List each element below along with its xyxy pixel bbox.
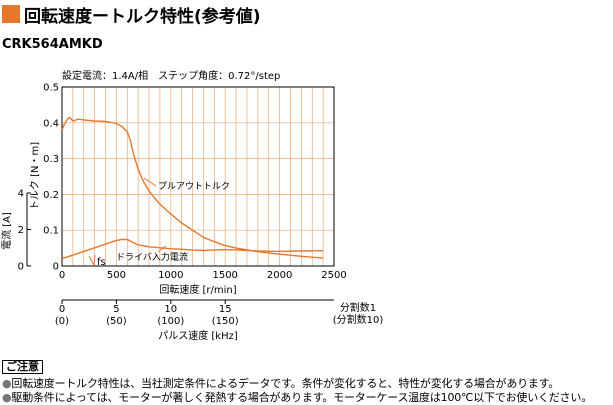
y-tick-label: 0.4	[43, 118, 59, 129]
pullout-torque-label: プルアウトトルク	[158, 181, 230, 192]
title-bar: 回転速度ートルク特性(参考値)	[0, 2, 261, 27]
x-tick-label: 2500	[321, 270, 346, 281]
x-axis-title: 回転速度 [r/min]	[159, 283, 236, 296]
model-name: CRK564AMKD	[2, 37, 103, 52]
ticks: 0 500 1000 1500 2000 2500 0 0.1 0.2 0.3 0.4 0.5 0 2 4	[18, 83, 347, 282]
x-tick-label: 1500	[212, 270, 237, 281]
current-axis-title: 電流 [A]	[0, 212, 13, 250]
pulse-tick-label: 0	[59, 304, 65, 315]
notes-label: ご注意	[2, 360, 43, 374]
series-group	[61, 116, 324, 260]
chart: 設定電流：1.4A/相 ステップ角度：0.72°/step 0 500 1000 15…	[0, 69, 384, 342]
y-tick-label: 0.2	[43, 190, 59, 201]
pulse-axis-title: パルス速度 [kHz]	[158, 329, 238, 342]
y-tick-label: 0.5	[43, 83, 59, 94]
y-tick-label: 0.3	[43, 154, 59, 165]
pulse-tick-label: 15	[219, 304, 232, 315]
note-item: ●回転速度ートルク特性は、当社測定条件によるデータです。条件が変化すると、特性が…	[2, 375, 559, 391]
bullet-icon: ●	[2, 377, 12, 390]
note-text: 回転速度ートルク特性は、当社測定条件によるデータです。条件が変化すると、特性が変…	[11, 377, 560, 390]
x-tick-label: 0	[59, 270, 65, 281]
fs-arrow	[88, 254, 96, 266]
pulse-axis: 0(0) 5(50) 10(100) 15(150)	[55, 300, 239, 327]
note-item: ●駆動条件によっては、モーターが著しく発熱する場合があります。モーターケース温度…	[2, 389, 592, 405]
driver-current-leader	[157, 245, 167, 253]
y-tick-label: 0.1	[43, 226, 59, 237]
note-text: 駆動条件によっては、モーターが著しく発熱する場合があります。モーターケース温度は…	[11, 391, 593, 404]
plot-frame	[61, 86, 335, 267]
torque-axis-title: トルク [N・m]	[29, 142, 41, 210]
pullout-torque-leader	[143, 177, 157, 187]
driver-current-label: ドライバ入力電流	[116, 251, 188, 263]
pulse-tick-label: 5	[113, 304, 119, 315]
x-tick-label: 2000	[267, 270, 292, 281]
x-tick-label: 1000	[158, 270, 183, 281]
pulse-tick-sublabel: (0)	[55, 316, 69, 327]
condition-text: 設定電流：1.4A/相 ステップ角度：0.72°/step	[62, 69, 280, 82]
bullet-icon: ●	[2, 391, 12, 404]
fs-label: fs	[97, 257, 106, 268]
pullout-torque-line	[61, 116, 324, 259]
title-square-icon	[2, 5, 20, 23]
current-tick-label: 0	[18, 262, 24, 273]
pulse-tick-sublabel: (50)	[106, 316, 127, 327]
pulse-division-top: 分割数1	[340, 301, 376, 314]
pulse-tick-sublabel: (150)	[212, 316, 239, 327]
grid	[62, 87, 334, 266]
pulse-division-bottom: (分割数10)	[333, 313, 384, 326]
y-tick-label: 0	[53, 262, 59, 273]
pulse-tick-sublabel: (100)	[157, 316, 184, 327]
current-tick-label: 4	[18, 189, 24, 200]
driver-current-line	[61, 238, 324, 260]
current-tick-label: 2	[18, 225, 24, 236]
page-title: 回転速度ートルク特性(参考値)	[24, 6, 261, 27]
x-tick-label: 500	[107, 270, 126, 281]
pulse-tick-label: 10	[164, 304, 177, 315]
